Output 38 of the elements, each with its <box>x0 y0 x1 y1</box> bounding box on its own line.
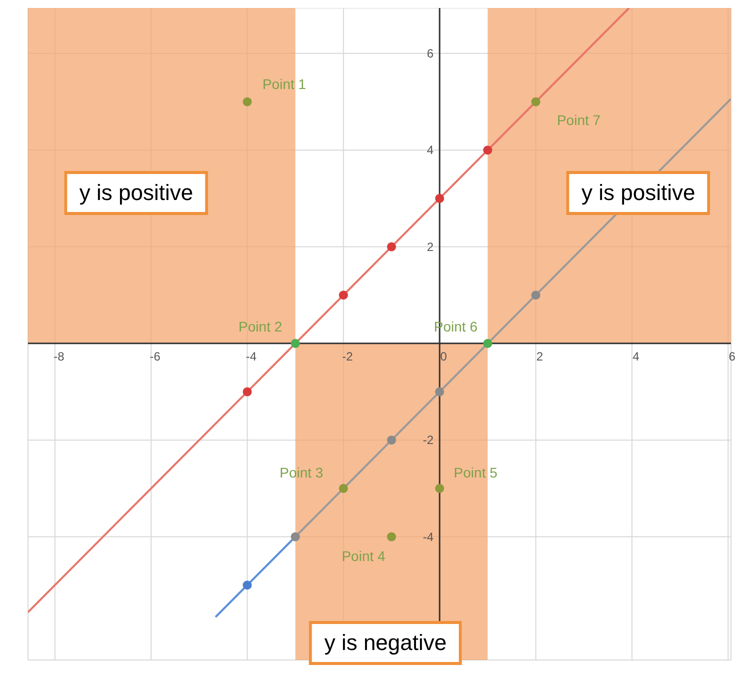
y-tick-label: -4 <box>422 530 434 544</box>
annotation: Point 7 <box>556 112 601 128</box>
point <box>242 97 252 106</box>
point <box>290 532 300 542</box>
point <box>338 290 348 300</box>
y-tick-label: 4 <box>426 143 434 158</box>
y-tick-label: -2 <box>422 433 434 448</box>
x-tick-label: 6 <box>728 349 736 364</box>
point <box>483 338 492 348</box>
x-tick-label: -8 <box>54 349 65 364</box>
x-tick-label: 0 <box>440 349 448 364</box>
point <box>387 532 396 542</box>
point <box>387 242 396 252</box>
point <box>242 580 252 590</box>
point <box>531 97 540 106</box>
text-box: y is positive <box>566 170 710 215</box>
text-box: y is negative <box>309 621 462 666</box>
point <box>435 387 444 396</box>
point <box>387 436 396 445</box>
x-tick-label: 2 <box>536 349 544 364</box>
annotation: Point 2 <box>238 318 282 334</box>
point <box>483 146 492 155</box>
annotation: Point 5 <box>454 464 498 480</box>
point <box>242 387 252 396</box>
point <box>531 290 540 300</box>
x-tick-label: -4 <box>246 349 257 364</box>
y-tick-label: 2 <box>426 240 434 254</box>
annotation: Point 1 <box>262 76 306 92</box>
y-tick-label: 6 <box>426 46 434 60</box>
x-tick-label: 4 <box>632 349 640 364</box>
annotation: Point 4 <box>342 548 386 564</box>
text-box: y is positive <box>64 170 208 215</box>
point <box>435 194 444 203</box>
x-tick-label: -6 <box>150 349 161 364</box>
point <box>435 484 444 493</box>
point <box>290 338 300 348</box>
x-tick-label: -2 <box>342 349 354 364</box>
point <box>338 484 348 493</box>
